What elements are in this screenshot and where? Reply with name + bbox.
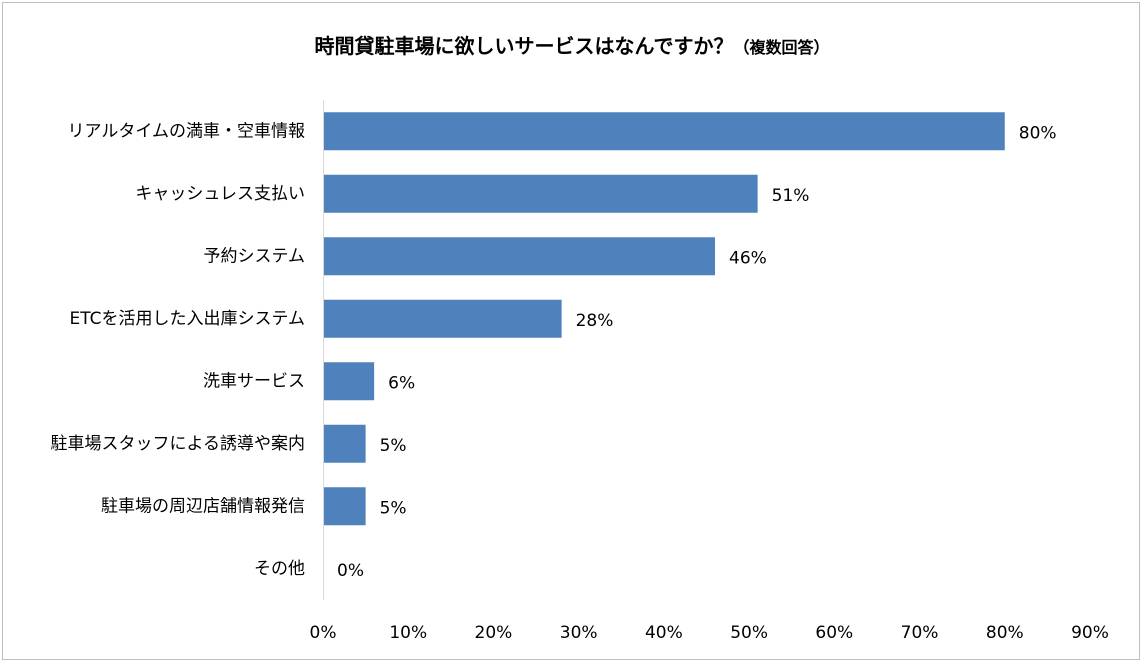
- x-tick-label: 40%: [645, 623, 683, 643]
- bars-group: [324, 112, 1005, 526]
- data-label: 51%: [772, 186, 810, 206]
- category-label: ETCを活用した入出庫システム: [70, 309, 306, 329]
- x-tick-label: 10%: [389, 623, 427, 643]
- x-tick-labels-group: 0% 10% 20% 30% 40% 50% 60% 70% 80% 90%: [310, 623, 1109, 643]
- bar: [324, 362, 375, 401]
- bar: [324, 174, 758, 213]
- data-label: 5%: [380, 498, 407, 518]
- x-tick-label: 0%: [310, 623, 337, 643]
- data-label: 28%: [576, 311, 614, 331]
- category-label: 駐車場の周辺店舗情報発信: [101, 496, 305, 516]
- x-tick-label: 90%: [1071, 623, 1109, 643]
- category-label: キャッシュレス支払い: [135, 184, 305, 204]
- chart-title-main: 時間貸駐車場に欲しいサービスはなんですか？: [314, 34, 734, 58]
- chart-title-note: （複数回答）: [733, 38, 830, 57]
- category-label: 駐車場スタッフによる誘導や案内: [51, 434, 306, 454]
- x-tick-label: 80%: [986, 623, 1024, 643]
- data-label: 5%: [380, 436, 407, 456]
- bar: [324, 299, 562, 338]
- bar: [324, 112, 1005, 151]
- bar: [324, 237, 716, 276]
- data-label: 80%: [1019, 123, 1057, 143]
- category-label: 予約システム: [204, 246, 306, 266]
- data-labels-group: 80% 51% 46% 28% 6% 5% 5% 0%: [337, 123, 1057, 581]
- x-tick-label: 20%: [475, 623, 513, 643]
- bar: [324, 487, 366, 526]
- x-tick-label: 60%: [815, 623, 853, 643]
- chart-title: 時間貸駐車場に欲しいサービスはなんですか？（複数回答）: [0, 30, 1144, 59]
- category-label: リアルタイムの満車・空車情報: [68, 121, 306, 141]
- x-tick-label: 30%: [560, 623, 598, 643]
- category-label: その他: [254, 559, 305, 579]
- x-tick-label: 50%: [730, 623, 768, 643]
- category-label: 洗車サービス: [203, 371, 305, 391]
- data-label: 6%: [388, 373, 415, 393]
- data-label: 46%: [729, 248, 767, 268]
- data-label: 0%: [337, 561, 364, 581]
- bar: [324, 424, 366, 463]
- x-tick-label: 70%: [901, 623, 939, 643]
